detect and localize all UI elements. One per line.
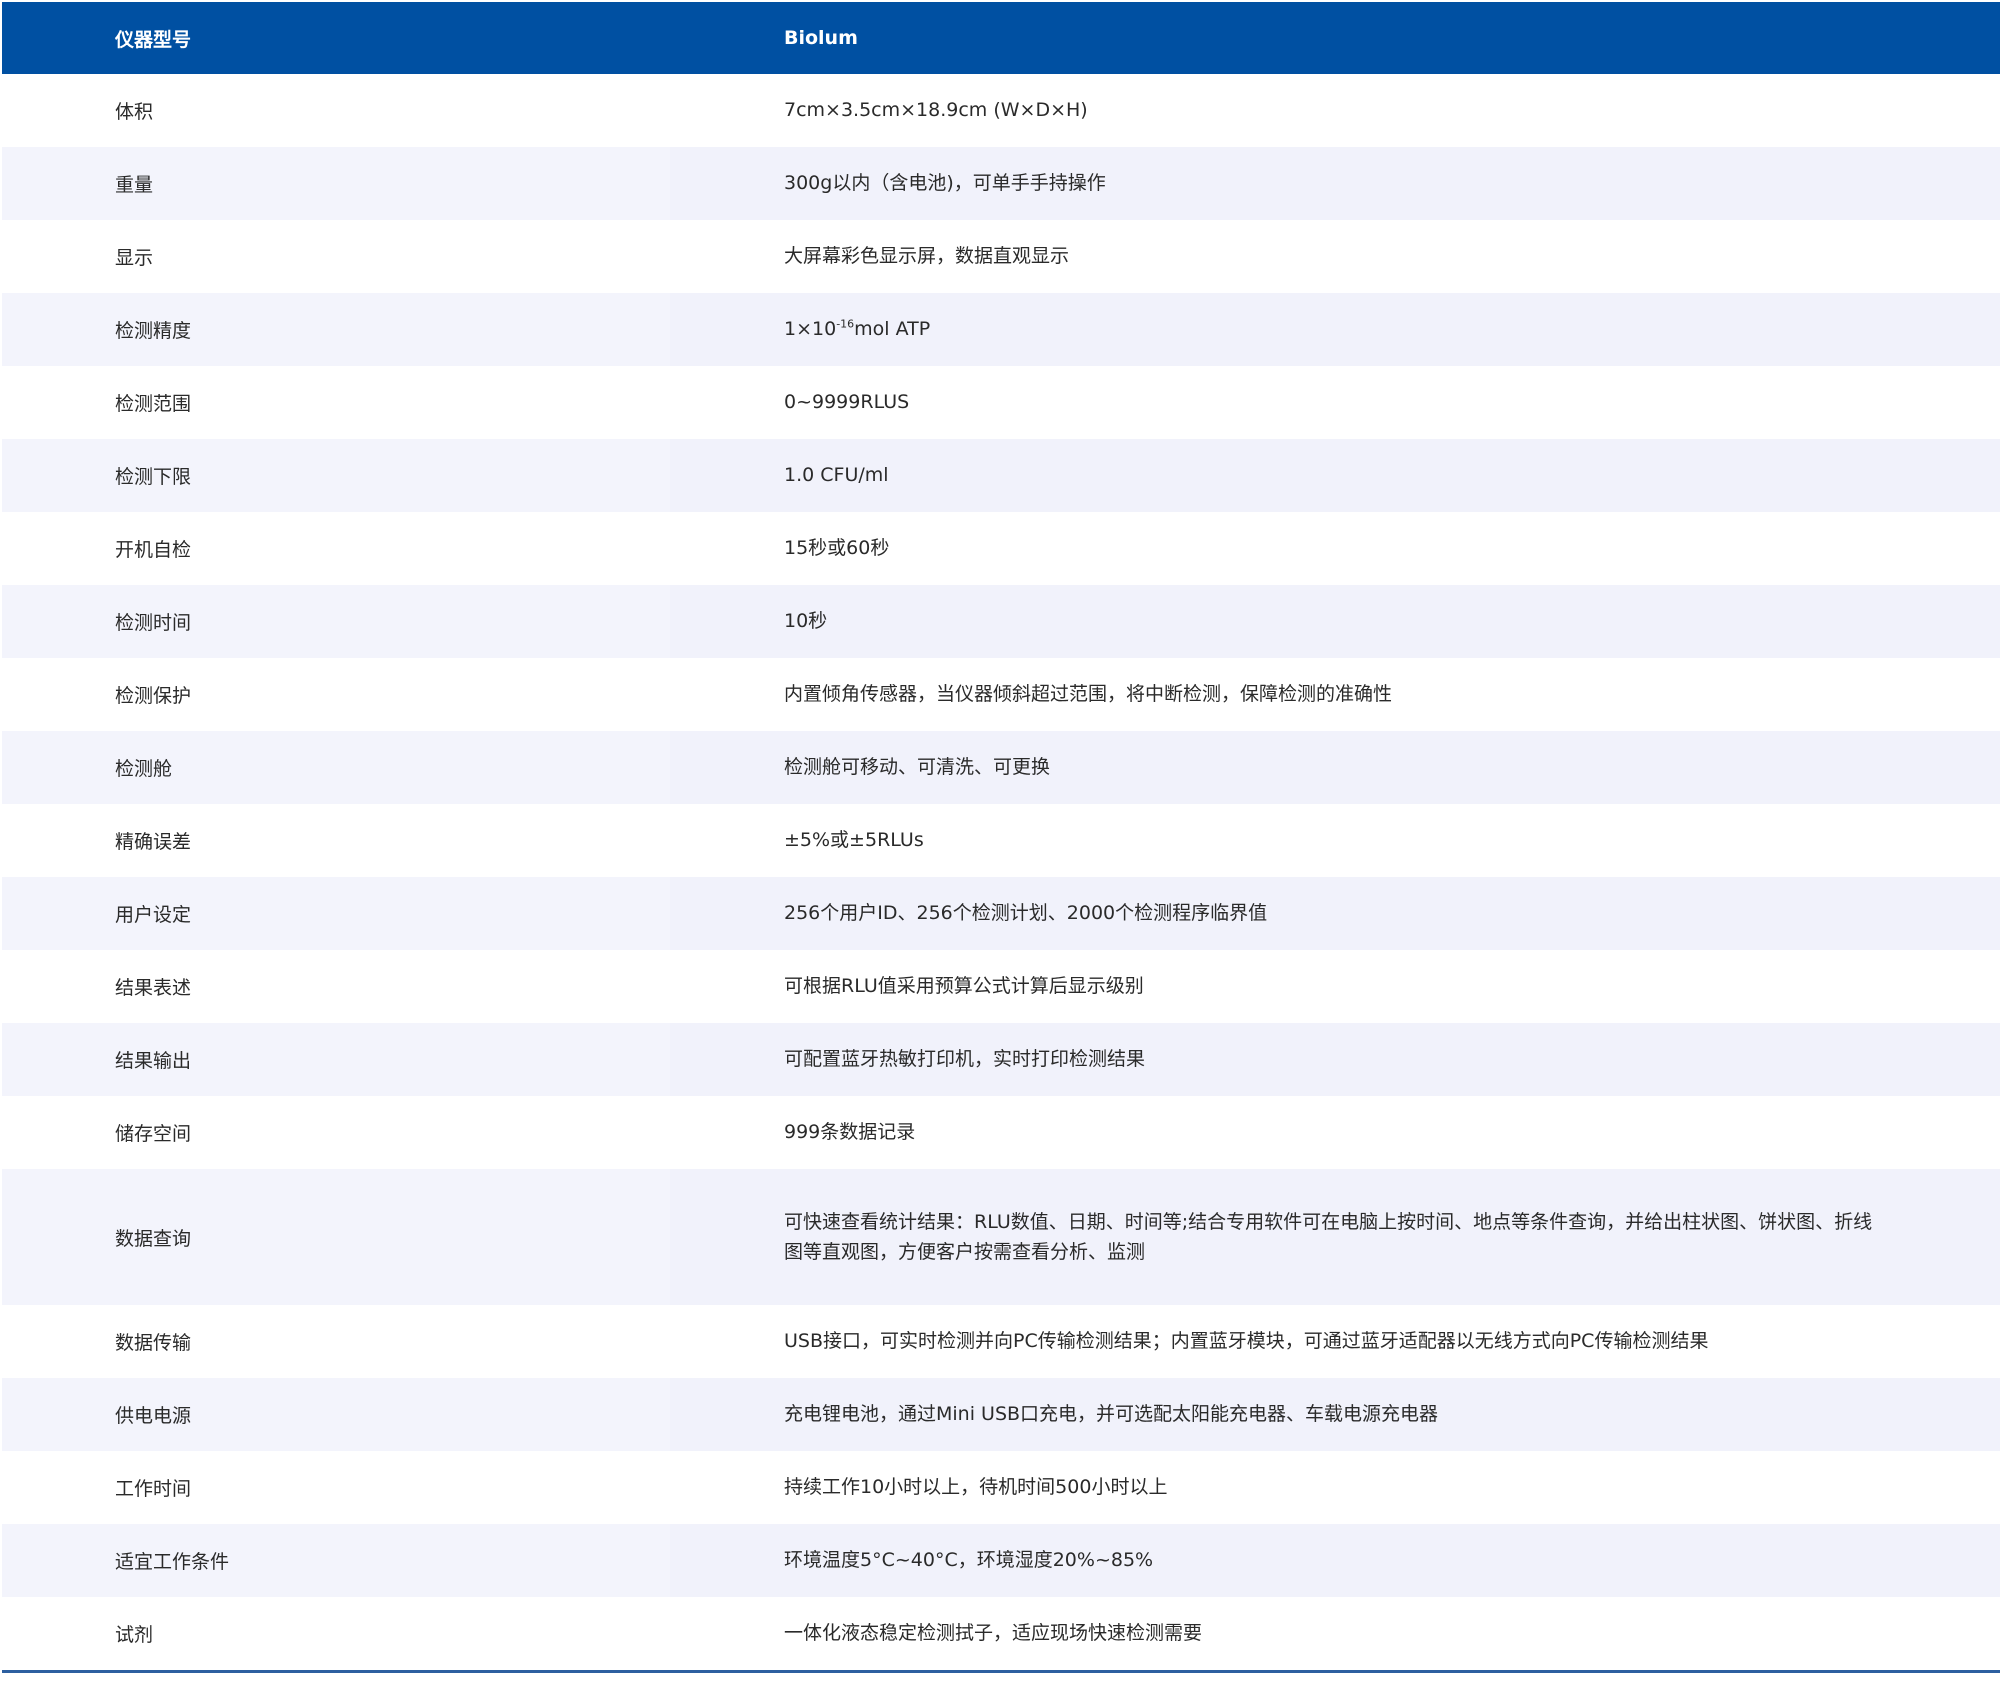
spec-value-text: 可配置蓝牙热敏打印机，实时打印检测结果 — [784, 1048, 1146, 1071]
spec-value: 15秒或60秒 — [671, 533, 2000, 563]
spec-value-text: 环境温度5°C~40°C，环境湿度20%~85% — [784, 1549, 1154, 1572]
spec-value: 大屏幕彩色显示屏，数据直观显示 — [671, 241, 2000, 271]
spec-value-text: 15秒或60秒 — [784, 537, 890, 560]
table-row: 供电电源 充电锂电池，通过Mini USB口充电，并可选配太阳能充电器、车载电源充… — [2, 1378, 2000, 1451]
spec-label: 检测范围 — [115, 393, 192, 415]
spec-value-text: 大屏幕彩色显示屏，数据直观显示 — [784, 245, 1070, 268]
table-row: 储存空间 999条数据记录 — [2, 1096, 2000, 1169]
table-row: 开机自检 15秒或60秒 — [2, 512, 2000, 585]
spec-value: 充电锂电池，通过Mini USB口充电，并可选配太阳能充电器、车载电源充电器 — [671, 1399, 2000, 1429]
spec-value: 检测舱可移动、可清洗、可更换 — [671, 752, 2000, 782]
spec-value: 0~9999RLUS — [671, 387, 2000, 417]
table-row: 适宜工作条件 环境温度5°C~40°C，环境湿度20%~85% — [2, 1524, 2000, 1597]
spec-value-text: USB接口，可实时检测并向PC传输检测结果；内置蓝牙模块，可通过蓝牙适配器以无线… — [784, 1330, 1709, 1353]
spec-label: 显示 — [115, 247, 154, 269]
spec-value-text: 一体化液态稳定检测拭子，适应现场快速检测需要 — [784, 1622, 1203, 1645]
spec-value-text: 7cm×3.5cm×18.9cm (W×D×H) — [784, 99, 1088, 122]
header-value: Biolum — [784, 26, 858, 49]
spec-label: 检测精度 — [115, 320, 192, 342]
spec-value: 1×10-16mol ATP — [671, 314, 2000, 344]
spec-label: 检测时间 — [115, 612, 192, 634]
table-row: 检测精度 1×10-16mol ATP — [2, 293, 2000, 366]
spec-label: 检测舱 — [115, 758, 173, 780]
spec-value: 256个用户ID、256个检测计划、2000个检测程序临界值 — [671, 898, 2000, 928]
spec-value-text: 可根据RLU值采用预算公式计算后显示级别 — [784, 975, 1144, 998]
spec-label: 检测下限 — [115, 466, 192, 488]
table-row: 检测时间 10秒 — [2, 585, 2000, 658]
spec-label: 开机自检 — [115, 539, 192, 561]
spec-value: USB接口，可实时检测并向PC传输检测结果；内置蓝牙模块，可通过蓝牙适配器以无线… — [671, 1326, 2000, 1356]
spec-label: 适宜工作条件 — [115, 1551, 230, 1573]
table-row: 体积 7cm×3.5cm×18.9cm (W×D×H) — [2, 74, 2000, 147]
spec-value: ±5%或±5RLUs — [671, 825, 2000, 855]
table-row: 检测保护 内置倾角传感器，当仪器倾斜超过范围，将中断检测，保障检测的准确性 — [2, 658, 2000, 731]
spec-value: 环境温度5°C~40°C，环境湿度20%~85% — [671, 1545, 2000, 1575]
spec-label: 储存空间 — [115, 1123, 192, 1145]
spec-label: 数据查询 — [115, 1227, 192, 1250]
spec-value: 可根据RLU值采用预算公式计算后显示级别 — [671, 971, 2000, 1001]
table-row: 检测舱 检测舱可移动、可清洗、可更换 — [2, 731, 2000, 804]
table-row: 数据查询 可快速查看统计结果：RLU数值、日期、时间等;结合专用软件可在电脑上按时… — [2, 1169, 2000, 1305]
spec-value-text: 可快速查看统计结果：RLU数值、日期、时间等;结合专用软件可在电脑上按时间、地点… — [784, 1210, 1873, 1263]
table-row: 重量 300g以内（含电池)，可单手手持操作 — [2, 147, 2000, 220]
spec-label: 结果表述 — [115, 977, 192, 999]
spec-value: 300g以内（含电池)，可单手手持操作 — [671, 168, 2000, 198]
spec-value: 7cm×3.5cm×18.9cm (W×D×H) — [671, 95, 2000, 125]
table-row: 结果表述 可根据RLU值采用预算公式计算后显示级别 — [2, 950, 2000, 1023]
spec-label: 试剂 — [115, 1624, 154, 1646]
table-header: 仪器型号 Biolum — [2, 2, 2000, 74]
exponent: -16 — [836, 317, 855, 331]
table-row: 用户设定 256个用户ID、256个检测计划、2000个检测程序临界值 — [2, 877, 2000, 950]
spec-label: 精确误差 — [115, 831, 192, 853]
spec-value-text: 1×10 — [784, 318, 837, 341]
spec-label: 体积 — [115, 101, 154, 123]
spec-value: 1.0 CFU/ml — [671, 460, 2000, 490]
table-row: 精确误差 ±5%或±5RLUs — [2, 804, 2000, 877]
spec-value-text: 检测舱可移动、可清洗、可更换 — [784, 756, 1051, 779]
spec-value-text: 充电锂电池，通过Mini USB口充电，并可选配太阳能充电器、车载电源充电器 — [784, 1403, 1439, 1426]
spec-label: 重量 — [115, 174, 154, 196]
spec-value-text: 持续工作10小时以上，待机时间500小时以上 — [784, 1476, 1168, 1499]
spec-value-unit: mol ATP — [854, 318, 931, 341]
table-row: 试剂 一体化液态稳定检测拭子，适应现场快速检测需要 — [2, 1597, 2000, 1670]
spec-label: 供电电源 — [115, 1405, 192, 1427]
spec-value-text: 256个用户ID、256个检测计划、2000个检测程序临界值 — [784, 902, 1268, 925]
table-row: 显示 大屏幕彩色显示屏，数据直观显示 — [2, 220, 2000, 293]
spec-value-text: 1.0 CFU/ml — [784, 464, 889, 487]
spec-value-text: 300g以内（含电池)，可单手手持操作 — [784, 172, 1106, 195]
spec-value: 可配置蓝牙热敏打印机，实时打印检测结果 — [671, 1044, 2000, 1074]
spec-value-text: ±5%或±5RLUs — [784, 829, 924, 852]
spec-value: 可快速查看统计结果：RLU数值、日期、时间等;结合专用软件可在电脑上按时间、地点… — [671, 1207, 2000, 1268]
spec-value: 内置倾角传感器，当仪器倾斜超过范围，将中断检测，保障检测的准确性 — [671, 679, 2000, 709]
spec-value: 一体化液态稳定检测拭子，适应现场快速检测需要 — [671, 1618, 2000, 1648]
spec-value-text: 内置倾角传感器，当仪器倾斜超过范围，将中断检测，保障检测的准确性 — [784, 683, 1393, 706]
table-row: 工作时间 持续工作10小时以上，待机时间500小时以上 — [2, 1451, 2000, 1524]
spec-label: 数据传输 — [115, 1332, 192, 1354]
spec-value-text: 999条数据记录 — [784, 1121, 916, 1144]
spec-label: 结果输出 — [115, 1050, 192, 1072]
spec-value-text: 10秒 — [784, 610, 828, 633]
spec-value: 999条数据记录 — [671, 1117, 2000, 1147]
spec-value: 持续工作10小时以上，待机时间500小时以上 — [671, 1472, 2000, 1502]
spec-value: 10秒 — [671, 606, 2000, 636]
spec-value-text: 0~9999RLUS — [784, 391, 910, 414]
spec-label: 工作时间 — [115, 1478, 192, 1500]
table-row: 检测下限 1.0 CFU/ml — [2, 439, 2000, 512]
table-row: 数据传输 USB接口，可实时检测并向PC传输检测结果；内置蓝牙模块，可通过蓝牙适配… — [2, 1305, 2000, 1378]
spec-label: 检测保护 — [115, 685, 192, 707]
table-row: 结果输出 可配置蓝牙热敏打印机，实时打印检测结果 — [2, 1023, 2000, 1096]
header-label: 仪器型号 — [115, 28, 192, 51]
spec-label: 用户设定 — [115, 904, 192, 926]
table-row: 检测范围 0~9999RLUS — [2, 366, 2000, 439]
